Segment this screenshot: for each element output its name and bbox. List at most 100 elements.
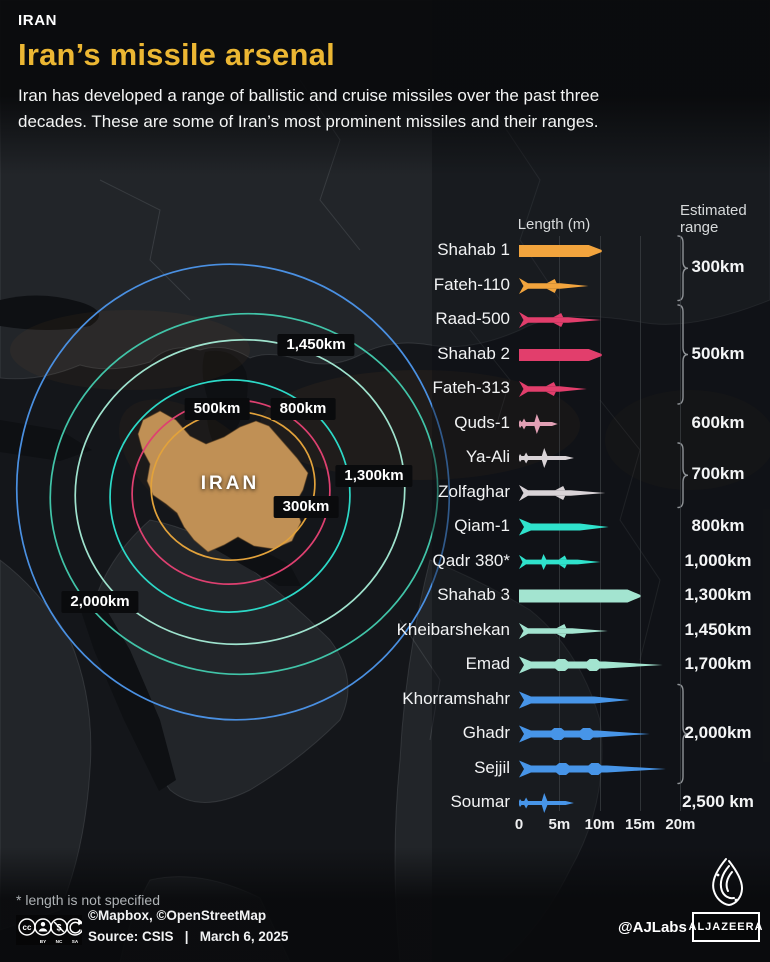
range-label: 700km (691, 464, 745, 484)
missile-silhouette (519, 589, 641, 603)
range-label: 2,500 km (682, 792, 754, 811)
axis-tick-label: 15m (625, 816, 656, 833)
missile-row (519, 376, 769, 402)
missile-silhouette (519, 622, 608, 639)
missile-name-label: Soumar (450, 792, 510, 811)
axis-tick-label: 5m (548, 816, 571, 833)
missile-row (519, 273, 769, 299)
missile-row (519, 238, 769, 264)
chart-gridline (640, 236, 642, 811)
map-attribution: ©Mapbox, ©OpenStreetMap (88, 908, 267, 923)
aljazeera-wordmark: ALJAZEERA (689, 912, 763, 942)
missile-row (519, 618, 769, 644)
missile-row (519, 790, 769, 816)
missile-row (519, 445, 769, 471)
missile-silhouette (519, 760, 666, 777)
missile-name-label: Kheibarshekan (396, 619, 510, 639)
missile-name-label: Emad (465, 654, 510, 673)
missile-row (519, 480, 769, 506)
missile-silhouette (519, 553, 601, 570)
missile-row (519, 721, 769, 747)
kicker-label: IRAN (18, 12, 58, 29)
header: IRAN Iran’s missile arsenal Iran has dev… (18, 12, 738, 135)
svg-text:cc: cc (23, 923, 32, 932)
range-label: 500km (691, 343, 745, 363)
missile-silhouette (519, 381, 587, 397)
cc-license-badge: cc $ BY NC SA (16, 915, 82, 945)
missile-silhouette (519, 691, 630, 708)
missile-silhouette (519, 484, 606, 501)
range-ring (49, 312, 439, 676)
source-line: Source: CSIS | March 6, 2025 (88, 929, 289, 944)
page-title: Iran’s missile arsenal (18, 37, 335, 72)
missile-row (519, 549, 769, 575)
missile-name-label: Shahab 2 (437, 343, 510, 363)
missile-silhouette (519, 656, 663, 674)
missile-silhouette (519, 793, 574, 813)
missile-name-label: Ya-Ali (465, 447, 510, 466)
missile-row (519, 411, 769, 437)
range-label: 1,450km (684, 619, 752, 639)
missile-silhouette (519, 725, 650, 743)
missile-silhouette (519, 277, 589, 294)
missile-name-label: Ghadr (462, 723, 510, 742)
cc-sa-label: SA (72, 939, 79, 944)
range-label: 1,700km (684, 654, 752, 673)
missile-name-label: Fateh-110 (433, 274, 510, 294)
missile-row (519, 583, 769, 609)
axis-tick-label: 20m (665, 816, 696, 833)
range-label: 600km (691, 412, 745, 432)
range-label: 1,300km (684, 585, 752, 604)
missile-name-label: Raad-500 (435, 309, 510, 328)
cc-nc-label: NC (56, 939, 63, 944)
missile-name-label: Qiam-1 (454, 516, 510, 535)
map-range-label: 2,000km (61, 591, 139, 613)
missile-row (519, 307, 769, 333)
missile-name-label: Zolfaghar (438, 481, 510, 501)
missile-row (519, 514, 769, 540)
range-label: 2,000km (684, 723, 752, 742)
missile-silhouette (519, 448, 574, 468)
map-range-label: 1,300km (335, 465, 413, 487)
missile-row (519, 652, 769, 678)
map-range-label: 1,450km (277, 334, 355, 356)
map-range-label: 300km (273, 496, 339, 518)
missile-name-label: Quds-1 (454, 412, 510, 432)
missile-silhouette (519, 348, 602, 361)
attribution-block: ©Mapbox, ©OpenStreetMap Source: CSIS | Ma… (88, 905, 288, 947)
missile-name-label: Fateh-313 (432, 378, 511, 397)
cc-by-label: BY (40, 939, 46, 944)
missile-silhouette (519, 413, 558, 434)
missile-row (519, 342, 769, 368)
missile-silhouette (519, 518, 609, 536)
map-country-label: IRAN (200, 473, 260, 494)
footnote: * length is not specified (16, 892, 160, 908)
missile-name-label: Shahab 3 (437, 585, 510, 604)
missile-name-label: Qadr 380* (432, 550, 511, 570)
missile-silhouette (519, 245, 602, 257)
missile-name-label: Shahab 1 (437, 240, 510, 259)
axis-tick-label: 10m (584, 816, 615, 833)
axis-tick-label: 0 (514, 816, 524, 833)
map-range-label: 800km (270, 398, 336, 420)
range-ring (15, 263, 451, 721)
missile-row (519, 756, 769, 782)
missile-silhouette (519, 312, 602, 328)
ajlabs-handle: @AJLabs (618, 919, 687, 936)
chart-gridline (680, 236, 682, 811)
page-subtitle: Iran has developed a range of ballistic … (18, 86, 600, 131)
map-range-label: 500km (184, 398, 250, 420)
estimated-range-header: Estimated range (680, 202, 747, 236)
range-label: 800km (691, 516, 745, 535)
chart-gridline (599, 236, 601, 811)
missile-name-label: Sejjil (474, 757, 510, 777)
missile-length-chart: Length (m) Estimated range 0 5m 10m 15m 20m S… (360, 200, 770, 862)
length-axis-header: Length (m) (517, 216, 591, 233)
range-label: 300km (691, 257, 745, 277)
missile-name-label: Khorramshahr (402, 688, 510, 708)
missile-row (519, 687, 769, 713)
iran-country-shape (137, 410, 309, 553)
range-label: 1,000km (684, 550, 752, 570)
